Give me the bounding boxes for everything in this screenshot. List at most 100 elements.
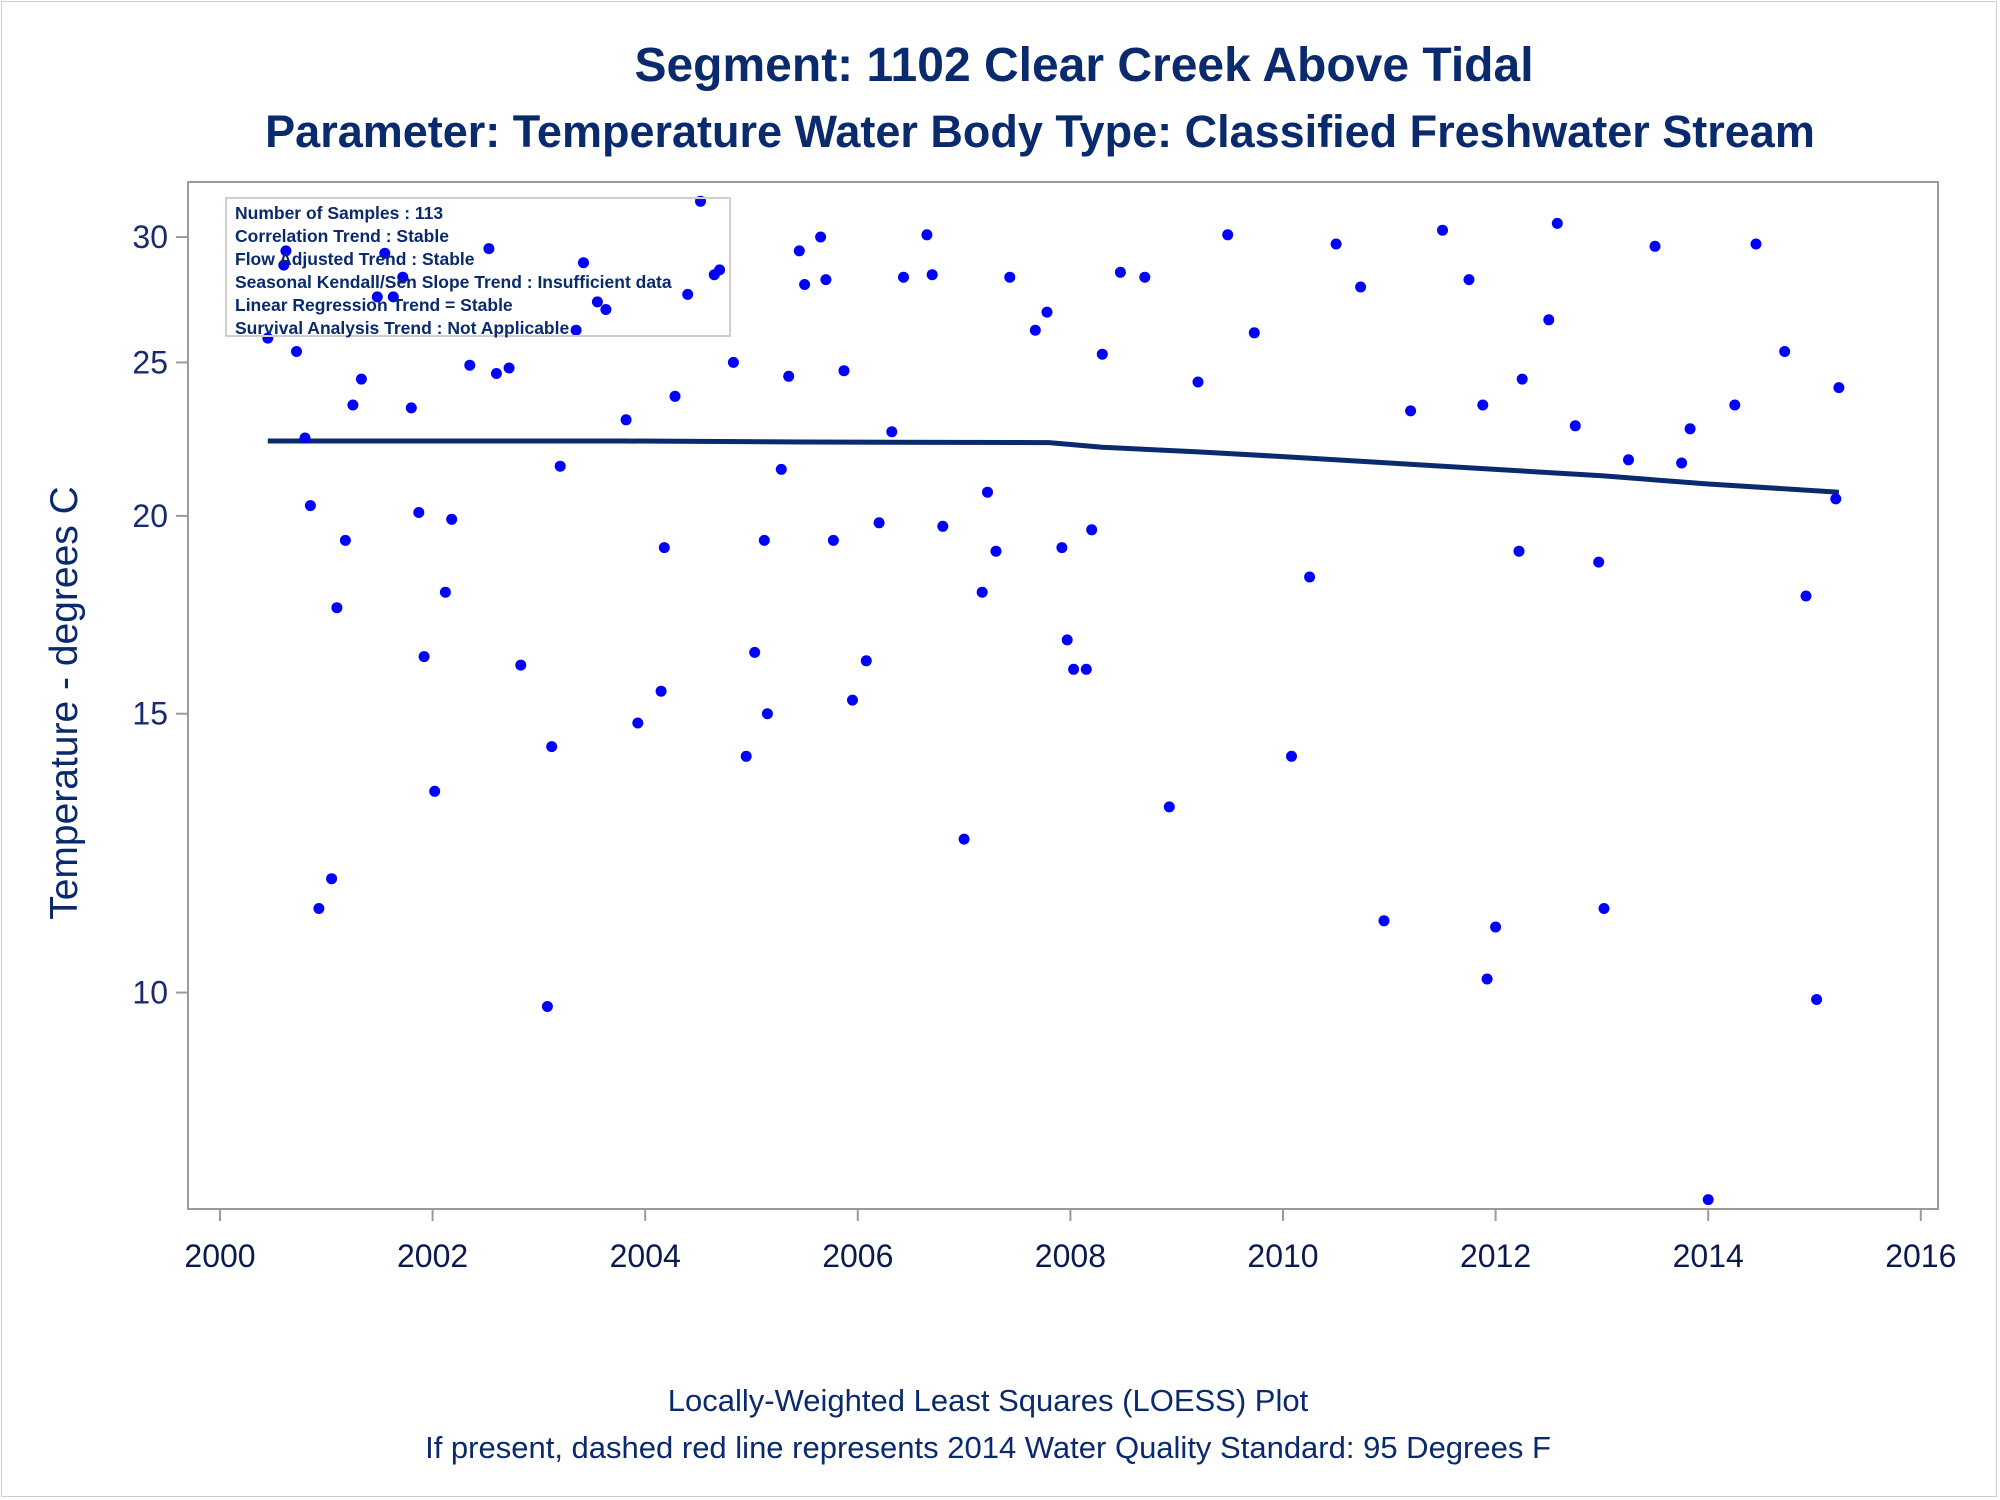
data-point (838, 365, 850, 377)
data-point (387, 291, 399, 303)
data-point (669, 390, 681, 402)
data-point (1702, 1194, 1714, 1206)
data-point (1405, 405, 1417, 417)
data-point (1684, 423, 1696, 435)
data-point (347, 399, 359, 411)
data-point (1114, 266, 1126, 278)
chart-subtitle: Parameter: Temperature Water Body Type: … (265, 106, 1815, 157)
data-point (570, 324, 582, 336)
data-point (1833, 382, 1845, 394)
data-point (515, 659, 527, 671)
data-point (1355, 281, 1367, 293)
data-point (976, 586, 988, 598)
x-tick-label: 2012 (1460, 1238, 1531, 1274)
data-point (1304, 571, 1316, 583)
data-point (1192, 376, 1204, 388)
data-point (1080, 663, 1092, 675)
data-point (446, 513, 458, 525)
data-point (1029, 324, 1041, 336)
data-point (278, 259, 290, 271)
data-point (783, 370, 795, 382)
data-point (1477, 399, 1489, 411)
data-point (860, 655, 872, 667)
data-point (490, 368, 502, 379)
data-point (379, 247, 391, 259)
data-point (1649, 240, 1661, 252)
x-tick-label: 2014 (1673, 1238, 1744, 1274)
data-point (600, 304, 612, 315)
data-point (1676, 457, 1688, 469)
data-point (632, 717, 644, 729)
info-flow-adjusted-trend: Flow Adjusted Trend : Stable (235, 249, 475, 269)
data-point (1598, 903, 1610, 914)
data-point (775, 463, 787, 475)
x-tick-label: 2002 (397, 1238, 468, 1274)
data-point (1569, 420, 1581, 432)
data-point (439, 586, 451, 598)
footnote-standard: If present, dashed red line represents 2… (425, 1430, 1551, 1465)
data-point (291, 346, 302, 357)
data-point (886, 426, 898, 438)
data-point (371, 291, 383, 303)
x-tick-label: 2010 (1247, 1238, 1318, 1274)
data-point (1481, 973, 1493, 985)
data-point (1800, 590, 1812, 602)
data-point (761, 708, 773, 720)
data-point (815, 231, 827, 243)
y-tick-label: 15 (132, 696, 168, 732)
data-point (1056, 542, 1068, 554)
info-correlation-trend: Correlation Trend : Stable (235, 226, 449, 246)
data-point (827, 534, 839, 546)
data-point (299, 432, 311, 444)
data-point (1096, 348, 1108, 360)
info-survival-analysis-trend: Survival Analysis Trend : Not Applicable (235, 318, 570, 338)
y-tick-label: 30 (132, 219, 168, 255)
data-point (405, 402, 417, 414)
data-point (1222, 229, 1234, 241)
data-point (1593, 556, 1605, 568)
data-point (937, 520, 949, 532)
data-point (304, 500, 316, 512)
data-point (799, 279, 811, 290)
x-tick-label: 2004 (610, 1238, 681, 1274)
data-point (591, 296, 603, 308)
data-point (1286, 750, 1297, 762)
data-point (578, 257, 589, 269)
data-point (749, 646, 761, 658)
data-point (1551, 217, 1563, 229)
data-point (280, 245, 292, 257)
data-point (483, 243, 495, 255)
data-point (546, 741, 558, 753)
x-tick-label: 2016 (1885, 1238, 1956, 1274)
data-point (326, 873, 338, 885)
data-point (655, 685, 667, 697)
data-point (355, 373, 367, 385)
y-tick-label: 20 (132, 498, 168, 534)
data-point (898, 271, 909, 283)
data-point (758, 534, 770, 546)
data-point (1623, 454, 1634, 466)
x-tick-label: 2006 (822, 1238, 893, 1274)
info-linear-regression-trend: Linear Regression Trend = Stable (235, 295, 513, 315)
data-point (1830, 493, 1842, 505)
data-point (413, 507, 425, 518)
data-point (682, 288, 694, 300)
data-point (658, 542, 670, 554)
data-point (1811, 994, 1823, 1005)
x-tick-label: 2000 (184, 1238, 255, 1274)
data-point (982, 486, 993, 498)
data-point (714, 264, 726, 276)
data-point (1086, 524, 1098, 536)
statistics-box: Number of Samples : 113 Correlation Tren… (225, 197, 731, 338)
data-marks (262, 195, 1845, 1206)
data-point (1330, 238, 1342, 250)
plot-area (187, 181, 1939, 1210)
data-point (1041, 306, 1053, 318)
data-point (1068, 663, 1080, 675)
data-point (418, 651, 430, 663)
data-point (1516, 373, 1528, 385)
y-tick-label: 10 (132, 975, 168, 1011)
data-point (1437, 224, 1448, 236)
data-point (429, 785, 441, 797)
